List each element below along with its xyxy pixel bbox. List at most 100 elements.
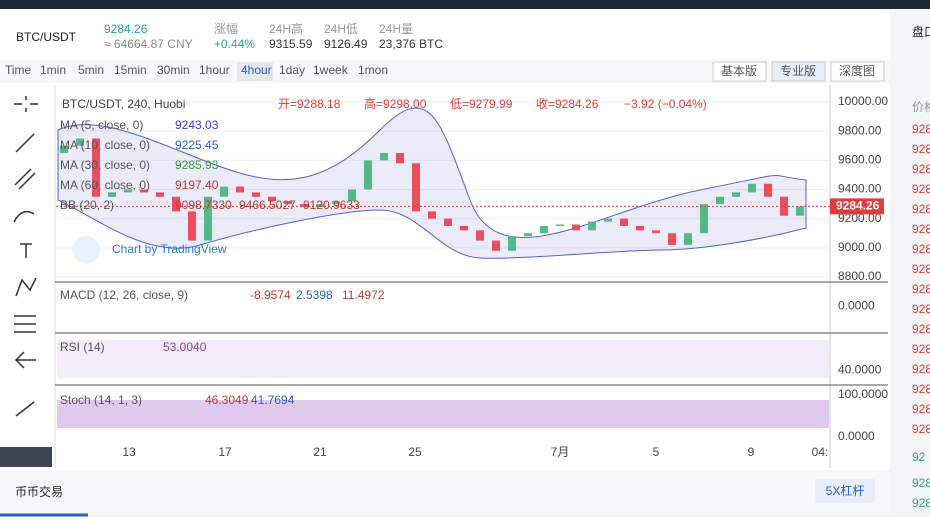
candle: [348, 189, 356, 202]
rsi-band: [57, 340, 829, 378]
candle: [172, 196, 180, 212]
candle: [412, 163, 420, 212]
stoch-band: [57, 400, 829, 428]
view-label[interactable]: 基本版: [721, 64, 757, 78]
side-panel: [890, 9, 930, 517]
interval[interactable]: 4hour: [241, 63, 272, 77]
candle: [140, 189, 148, 193]
candle: [732, 192, 740, 197]
pane-axis: 0.0000: [838, 429, 875, 443]
interval[interactable]: 1hour: [199, 63, 230, 77]
tab[interactable]: 币币交易: [15, 484, 63, 499]
candle: [636, 225, 644, 231]
candle: [236, 186, 244, 193]
candle: [220, 186, 228, 197]
view-btn[interactable]: [830, 61, 885, 82]
side-price: 928: [912, 496, 930, 510]
last-price-label: 9284.26: [836, 199, 880, 213]
interval[interactable]: 15min: [114, 63, 147, 77]
candle: [316, 204, 324, 207]
candle: [300, 204, 308, 207]
candle: [92, 138, 100, 197]
view-label[interactable]: 专业版: [780, 63, 816, 78]
side-price: 928: [912, 182, 930, 196]
leverage-btn[interactable]: [815, 479, 875, 503]
ohlc: 低=9279.99: [450, 97, 513, 111]
candle: [460, 225, 468, 231]
candle: [188, 211, 196, 241]
y-tick-label: 8800.00: [838, 269, 882, 283]
stat-label: 24H高: [269, 21, 303, 36]
candle: [108, 192, 116, 197]
candle: [604, 218, 612, 222]
side-price: 928: [912, 476, 930, 490]
interval[interactable]: 1day: [279, 63, 305, 77]
side-price: 928: [912, 402, 930, 416]
view-label[interactable]: 深度图: [839, 63, 875, 78]
interval[interactable]: 1mon: [358, 63, 388, 77]
indicator-value: 9197.40: [175, 178, 219, 192]
interval[interactable]: 30min: [157, 63, 190, 77]
toolbar-bg: [0, 60, 890, 83]
candle: [364, 160, 372, 190]
pane-value: 53.0040: [163, 340, 207, 354]
candle: [700, 204, 708, 234]
candle: [748, 183, 756, 193]
candle: [380, 153, 388, 161]
x-tick-label: 5: [653, 445, 660, 459]
top-strip: [0, 0, 930, 9]
pane-value: 46.3049: [205, 393, 249, 407]
tv-logo: [72, 236, 100, 264]
pane-axis: 0.0000: [838, 299, 875, 313]
pane-label: Stoch (14, 1, 3): [60, 393, 142, 407]
y-tick-label: 9800.00: [838, 123, 882, 137]
interval[interactable]: 1min: [40, 63, 66, 77]
legend: BTC/USDT, 240, Huobi: [62, 97, 185, 111]
x-tick-label: 17: [218, 445, 232, 459]
candle: [764, 183, 772, 197]
side-price: 928: [912, 202, 930, 216]
pane-axis: 40.0000: [838, 363, 882, 377]
candle: [444, 218, 452, 226]
side-price: 928: [912, 382, 930, 396]
candle: [124, 189, 132, 193]
collapse[interactable]: [0, 447, 52, 467]
watermark: Chart by TradingView: [112, 242, 227, 256]
interval-active: [237, 62, 273, 81]
interval[interactable]: 1week: [313, 63, 349, 77]
indicator-value: 9285.93: [175, 158, 219, 172]
pane-label: RSI (14): [60, 340, 105, 354]
bb-band: [57, 107, 807, 259]
tool-column: [0, 85, 55, 468]
x-tick-label: 21: [313, 445, 327, 459]
side-price: 928: [912, 422, 930, 436]
stat-label: 24H量: [379, 22, 413, 36]
view-btn[interactable]: [771, 61, 826, 82]
candle: [428, 211, 436, 219]
side-price: 928: [912, 282, 930, 296]
view-btn[interactable]: [712, 61, 767, 82]
pane-axis: 100.0000: [838, 387, 888, 401]
candle: [60, 145, 68, 154]
candle: [572, 224, 580, 231]
pane-label: MACD (12, 26, close, 9): [60, 288, 188, 302]
ohlc: 收=9284.26: [536, 97, 599, 111]
last-price-tag: [830, 198, 884, 215]
candle: [588, 221, 596, 231]
pane-value: 2.5398: [296, 288, 333, 302]
interval[interactable]: Time: [5, 63, 32, 77]
candle: [284, 201, 292, 205]
pair: BTC/USDT: [16, 30, 77, 44]
y-tick-label: 9400.00: [838, 182, 882, 196]
interval[interactable]: 5min: [78, 63, 104, 77]
x-tick-label: 7月: [551, 445, 570, 459]
cny: ≈ 64664.87 CNY: [104, 37, 193, 51]
candle: [716, 196, 724, 205]
indicator-name: MA (30, close, 0): [60, 158, 150, 172]
candle: [540, 225, 548, 234]
x-tick-label: 04:: [812, 445, 829, 459]
ohlc: 高=9298.00: [364, 96, 427, 111]
leverage[interactable]: 5X杠杆: [826, 483, 865, 498]
